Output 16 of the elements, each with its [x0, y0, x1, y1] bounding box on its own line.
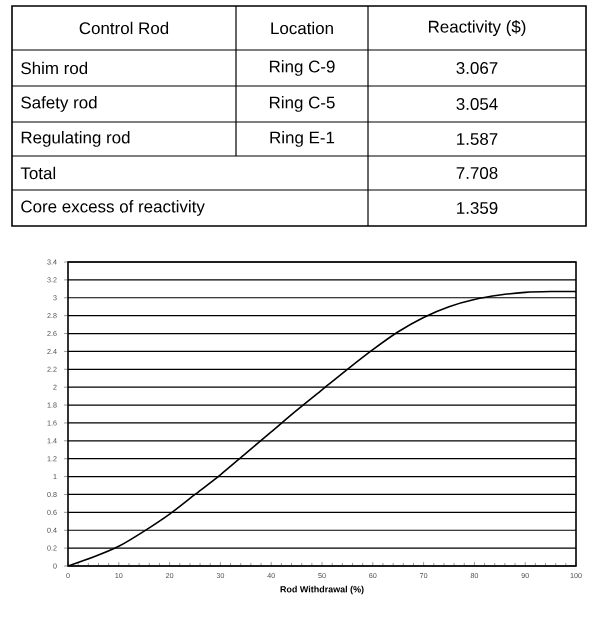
text: Ring C-5	[269, 96, 335, 112]
text: 7.708	[456, 167, 498, 179]
text: 3.054	[456, 98, 498, 110]
text: 3.067	[456, 62, 498, 74]
text: Safety rod	[21, 96, 97, 112]
text: Ring E-1	[270, 131, 335, 147]
text: 1.359	[457, 202, 498, 214]
text: Control Rod	[79, 21, 169, 35]
text: Reactivity ($)	[428, 19, 526, 36]
text: Shim rod	[21, 61, 88, 75]
text: Ring C-9	[269, 60, 335, 76]
text: 1.587	[457, 133, 498, 145]
text: Core excess of reactivity	[21, 200, 205, 216]
text: Regulating rod	[21, 131, 130, 147]
text: Location	[271, 21, 333, 35]
text: Total	[20, 166, 56, 180]
